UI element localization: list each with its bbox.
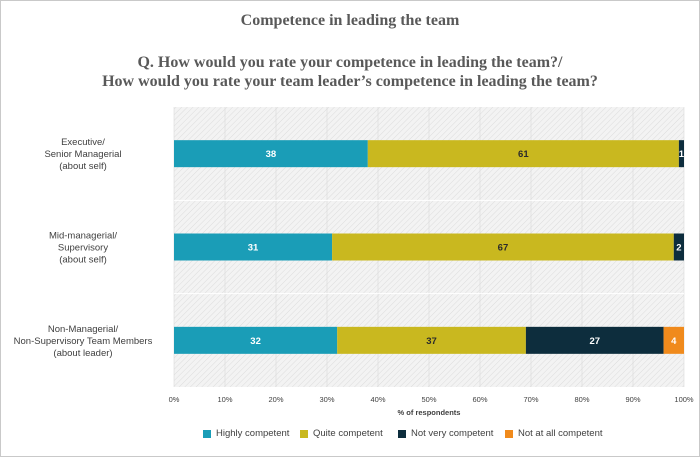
data-label: 31 <box>248 243 259 254</box>
x-tick-label: 40% <box>370 395 385 404</box>
legend-label: Highly competent <box>216 428 290 439</box>
data-label: 2 <box>676 243 681 254</box>
data-label: 38 <box>266 149 277 160</box>
data-label: 67 <box>498 243 509 254</box>
bar-segment <box>337 326 526 354</box>
data-label: 1 <box>679 149 685 160</box>
legend-swatch <box>203 429 211 438</box>
legend-swatch <box>505 429 513 438</box>
legend-item: Highly competent <box>203 428 289 439</box>
legend-label: Not very competent <box>411 428 494 439</box>
x-tick-label: 80% <box>574 395 589 404</box>
bar-segment <box>332 233 674 261</box>
x-tick-label: 60% <box>472 395 487 404</box>
x-tick-label: 0% <box>169 395 180 404</box>
data-label: 61 <box>518 149 529 160</box>
data-label: 4 <box>671 336 677 347</box>
x-axis-label: % of respondents <box>398 408 461 417</box>
legend-label: Not at all competent <box>518 428 603 439</box>
question-line-2: How would you rate your team leader’s co… <box>102 73 598 90</box>
category-label: Non-Managerial/Non-Supervisory Team Memb… <box>14 324 153 359</box>
bar-segment <box>174 233 333 261</box>
category-label: Executive/Senior Managerial (about self) <box>44 137 121 172</box>
legend-swatch <box>398 429 406 438</box>
question-line-1: Q. How would you rate your competence in… <box>137 54 563 71</box>
x-tick-label: 10% <box>217 395 232 404</box>
legend-swatch <box>300 429 308 438</box>
bar-segment <box>673 233 684 261</box>
bar-segment <box>678 140 684 168</box>
bar-segment <box>174 140 368 168</box>
x-tick-label: 20% <box>268 395 283 404</box>
x-tick-label: 100% <box>674 395 694 404</box>
legend-label: Quite competent <box>313 428 383 439</box>
x-tick-label: 90% <box>625 395 640 404</box>
legend-item: Quite competent <box>300 428 383 439</box>
bar-segment <box>174 326 338 354</box>
x-tick-label: 50% <box>421 395 436 404</box>
data-label: 37 <box>426 336 437 347</box>
x-tick-label: 30% <box>319 395 334 404</box>
bar-segment <box>663 326 684 354</box>
category-label: Mid-managerial/Supervisory (about self) <box>49 231 117 266</box>
bar-segment <box>367 140 679 168</box>
chart-title: Competence in leading the team <box>240 12 460 29</box>
data-label: 27 <box>589 336 600 347</box>
data-label: 32 <box>250 336 261 347</box>
legend-item: Not very competent <box>398 428 493 439</box>
x-tick-label: 70% <box>523 395 538 404</box>
bar-segment <box>525 326 664 354</box>
legend-item: Not at all competent <box>505 428 603 439</box>
